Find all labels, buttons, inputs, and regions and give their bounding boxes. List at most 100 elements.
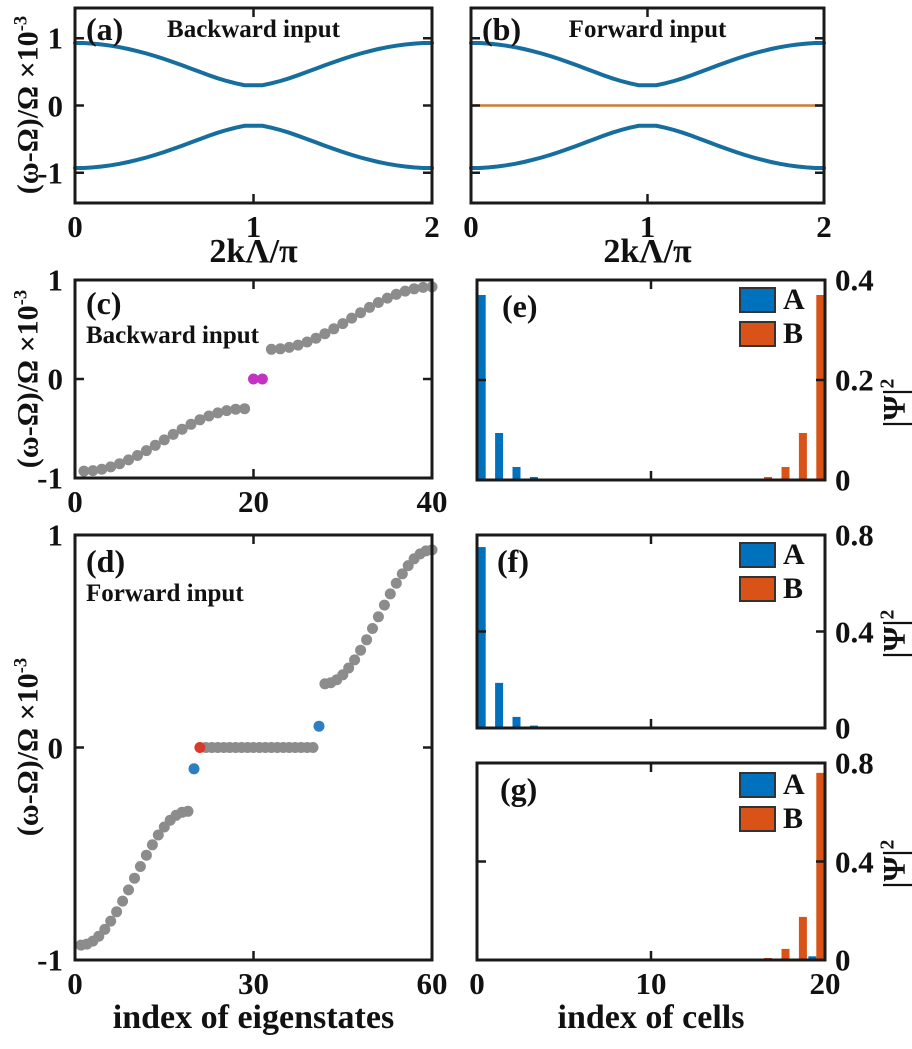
- bulk-state: [417, 281, 429, 293]
- panel-a-xlabel: 2kΛ/π: [209, 233, 298, 270]
- bar-A-cell-2: [495, 433, 504, 480]
- bulk-state: [361, 634, 373, 646]
- bulk-state: [105, 915, 117, 927]
- bulk-state: [378, 599, 390, 611]
- tick-label: 0: [463, 209, 479, 244]
- bulk-state: [123, 454, 134, 466]
- bulk-state: [355, 307, 367, 319]
- legend-label-B: B: [783, 317, 804, 350]
- bulk-state: [158, 434, 170, 446]
- ylabel-exponent: 2: [876, 609, 899, 620]
- panel-d-plot: [73, 533, 438, 962]
- upper-band: [469, 41, 826, 88]
- bulk-state: [372, 611, 384, 623]
- legend-swatch-A: [739, 542, 776, 568]
- tick-label: 0: [47, 88, 64, 123]
- bulk-state: [372, 297, 384, 308]
- bulk-state: [283, 341, 295, 353]
- panel-g-ylabel: |Ψ|2: [876, 840, 912, 889]
- bulk-state: [212, 407, 224, 419]
- tick-label: 0.8: [835, 517, 874, 553]
- panel-c-ylabel: (ω-Ω)/Ω ×10-3: [11, 290, 45, 469]
- panel-f-ylabel: |Ψ|2: [876, 609, 912, 659]
- panel-b-title: Forward input: [568, 16, 727, 43]
- tick-label: 1: [47, 517, 64, 553]
- interface-state: [194, 742, 206, 753]
- legend-label-A: A: [783, 768, 805, 801]
- panel-e-plot: [475, 278, 827, 482]
- bar-B-cell-20: [816, 772, 825, 960]
- panel-g-legend: A B: [739, 768, 805, 835]
- ylabel-text: |Ψ|: [876, 849, 912, 889]
- bulk-state: [114, 458, 126, 470]
- legend-swatch-B: [739, 806, 776, 832]
- panel-c-title: Backward input: [86, 322, 259, 349]
- bar-B-cell-19: [798, 433, 807, 480]
- legend-swatch-A: [739, 772, 776, 798]
- panel-b-xlabel: 2kΛ/π: [603, 233, 692, 270]
- bar-B-cell-18: [781, 948, 790, 960]
- bar-A-cell-1: [477, 295, 486, 480]
- legend-label-B: B: [783, 572, 804, 605]
- bar-A-cell-2: [495, 682, 504, 728]
- bulk-state: [140, 445, 152, 457]
- ylabel-text: (ω-Ω)/Ω ×10: [11, 305, 45, 469]
- bar-A-cell-1: [477, 547, 486, 728]
- bulk-state: [399, 285, 411, 297]
- tick-label: 1: [47, 20, 64, 56]
- tick-label: 2: [424, 209, 440, 244]
- bulk-state: [182, 805, 194, 817]
- bulk-state: [390, 288, 402, 300]
- bulk-state: [384, 588, 396, 600]
- panel-c-letter: (c): [86, 285, 122, 321]
- bulk-state: [167, 428, 179, 440]
- panel-a-plot: [73, 6, 434, 205]
- ylabel-text: (ω-Ω)/Ω ×10: [11, 673, 45, 837]
- panel-b-letter: (b): [482, 11, 522, 47]
- bar-B-cell-18: [781, 467, 790, 480]
- tick-label: 0: [835, 710, 851, 746]
- tick-label: -1: [37, 155, 63, 191]
- tick-label: 0: [47, 730, 64, 765]
- bulk-state: [310, 332, 322, 344]
- tick-label: 2: [816, 209, 832, 244]
- edge-state: [256, 373, 268, 385]
- legend-label-B: B: [783, 802, 804, 835]
- panel-g-xlabel: index of cells: [557, 999, 745, 1036]
- bulk-state: [364, 301, 375, 313]
- bulk-state: [265, 343, 277, 355]
- panel-e-letter: (e): [502, 288, 538, 324]
- legend-swatch-B: [739, 321, 776, 347]
- bulk-state: [117, 895, 129, 907]
- panel-a-letter: (a): [86, 11, 124, 47]
- upper-band: [73, 41, 434, 88]
- bulk-state: [292, 339, 304, 351]
- panel-d-title: Forward input: [86, 580, 244, 607]
- bar-B-cell-20: [816, 295, 825, 480]
- tick-label: 0.2: [835, 362, 874, 398]
- ylabel-exponent: 2: [876, 378, 899, 389]
- tick-label: 0: [67, 209, 83, 244]
- tick-label: 0.4: [835, 614, 874, 649]
- bar-A-cell-3: [512, 716, 521, 728]
- bulk-state: [355, 644, 367, 656]
- bulk-state: [396, 568, 408, 580]
- bulk-state: [346, 312, 358, 324]
- legend-swatch-B: [739, 576, 776, 602]
- localized-state: [313, 720, 325, 732]
- legend-entry-A: A: [739, 283, 805, 316]
- panel-b-plot: [469, 6, 826, 205]
- bulk-state: [96, 463, 108, 475]
- tick-label: 40: [416, 484, 448, 519]
- bulk-state: [152, 829, 164, 841]
- bulk-state: [78, 465, 90, 477]
- bulk-state: [203, 410, 215, 422]
- tick-label: 0.4: [835, 262, 874, 298]
- legend-label-A: A: [783, 283, 805, 316]
- bulk-state: [176, 423, 188, 435]
- bulk-state: [239, 403, 251, 415]
- legend-entry-A: A: [739, 540, 805, 570]
- tick-label: 0: [47, 361, 64, 397]
- bulk-state: [129, 872, 140, 884]
